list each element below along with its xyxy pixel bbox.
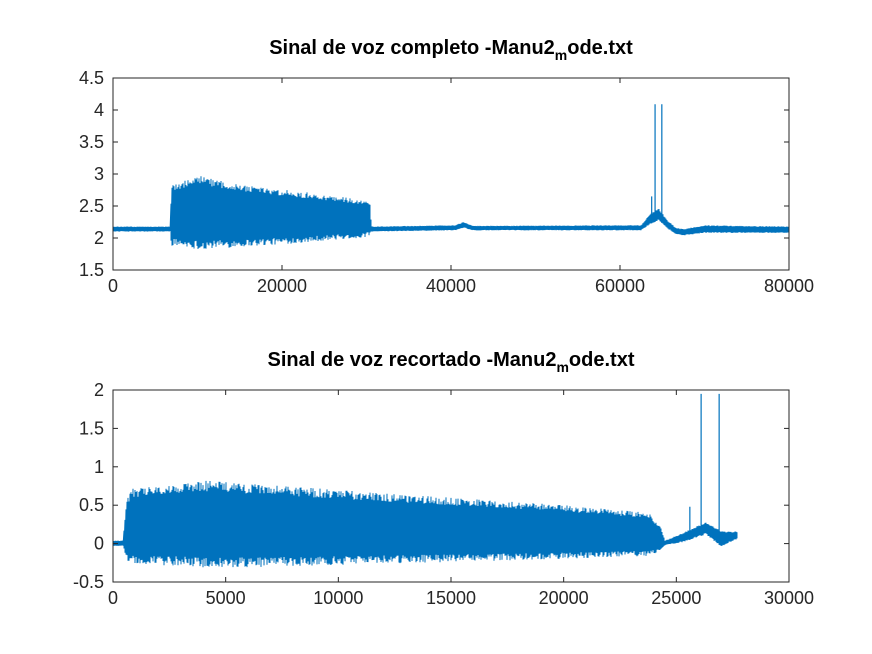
x-tick-label: 25000 — [651, 588, 701, 608]
plot-trimmed-x-axis: 0 5000 10000 15000 20000 25000 30000 — [108, 390, 814, 608]
y-tick-label: 2.5 — [79, 196, 104, 216]
x-tick-label: 60000 — [595, 276, 645, 296]
y-tick-label: -0.5 — [73, 572, 104, 592]
x-tick-label: 5000 — [206, 588, 246, 608]
plot-trimmed: Sinal de voz recortado -Manu2mode.txt 0 5… — [73, 349, 814, 608]
plot-complete-x-axis: 0 20000 40000 60000 80000 — [108, 78, 814, 296]
signal-trace — [112, 480, 738, 568]
x-tick-label: 80000 — [764, 276, 814, 296]
plot-complete: Sinal de voz completo -Manu2mode.txt 0 20… — [79, 37, 814, 296]
y-tick-label: 2 — [94, 380, 104, 400]
plot-trimmed-signal — [112, 393, 738, 568]
x-tick-label: 20000 — [257, 276, 307, 296]
y-tick-label: 3 — [94, 164, 104, 184]
plot-complete-signal — [112, 104, 789, 250]
plot-trimmed-title: Sinal de voz recortado -Manu2mode.txt — [268, 349, 635, 375]
y-tick-label: 2 — [94, 228, 104, 248]
x-tick-label: 40000 — [426, 276, 476, 296]
plot-complete-y-axis: 1.5 2 2.5 3 3.5 4 4.5 — [79, 68, 789, 280]
y-tick-label: 4.5 — [79, 68, 104, 88]
x-tick-label: 15000 — [426, 588, 476, 608]
y-tick-label: 0.5 — [79, 495, 104, 515]
signal-trace — [112, 176, 789, 250]
x-tick-label: 0 — [108, 588, 118, 608]
plot-complete-title: Sinal de voz completo -Manu2mode.txt — [269, 37, 633, 63]
x-tick-label: 10000 — [313, 588, 363, 608]
y-tick-label: 3.5 — [79, 132, 104, 152]
y-tick-label: 4 — [94, 100, 104, 120]
y-tick-label: 1.5 — [79, 418, 104, 438]
x-tick-label: 30000 — [764, 588, 814, 608]
y-tick-label: 1 — [94, 457, 104, 477]
y-tick-label: 1.5 — [79, 260, 104, 280]
y-tick-label: 0 — [94, 534, 104, 554]
plot-trimmed-y-axis: -0.5 0 0.5 1 1.5 2 — [73, 380, 789, 592]
x-tick-label: 20000 — [539, 588, 589, 608]
x-tick-label: 0 — [108, 276, 118, 296]
